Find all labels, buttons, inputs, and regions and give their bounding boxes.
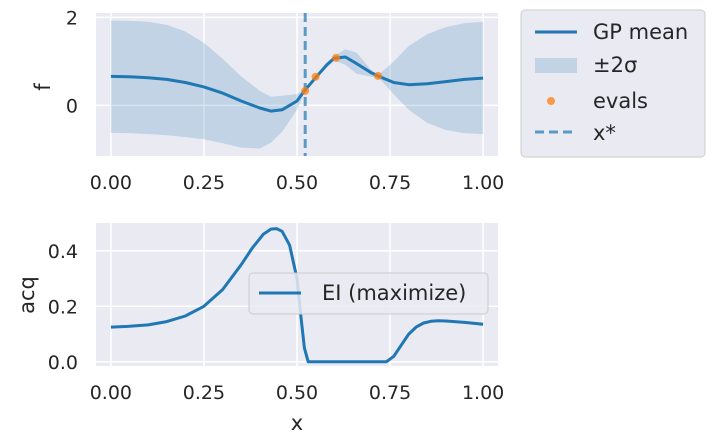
y-tick-label: 0.0 [48, 352, 78, 374]
ei-line [110, 227, 484, 364]
bottom-x-tick-labels: 0.00 0.25 0.50 0.75 1.00 [90, 382, 505, 404]
x-tick-label: 0.25 [183, 382, 225, 404]
y-tick-label: 0 [66, 95, 78, 117]
legend-evals-swatch [547, 97, 555, 105]
bottom-plot-area [110, 227, 484, 364]
eval-point [311, 72, 320, 81]
y-tick-label: 2 [66, 7, 78, 29]
legend-x-star-label: x* [593, 121, 616, 145]
top-x-tick-labels: 0.00 0.25 0.50 0.75 1.00 [90, 172, 505, 194]
x-tick-label: 0.50 [276, 172, 318, 194]
bottom-y-tick-labels: 0.0 0.2 0.4 [48, 241, 78, 374]
x-tick-label: 0.25 [183, 172, 225, 194]
x-tick-label: 0.00 [90, 172, 132, 194]
x-tick-label: 0.50 [276, 382, 318, 404]
legend-evals-label: evals [593, 89, 648, 113]
legend-band-label: ±2σ [593, 53, 637, 77]
x-tick-label: 0.75 [369, 382, 411, 404]
top-y-tick-labels: 02 [66, 7, 78, 117]
legend-ei-label: EI (maximize) [322, 281, 466, 305]
bottom-y-axis-label: acq [15, 276, 39, 314]
x-tick-label: 0.00 [90, 382, 132, 404]
uncertainty-band [110, 20, 484, 149]
bottom-x-axis-label: x [291, 411, 303, 435]
top-grid [96, 13, 498, 156]
gp-mean-line [110, 55, 484, 113]
top-legend: GP mean ±2σ evals x* [520, 9, 706, 158]
top-y-axis-label: f [31, 83, 55, 91]
bottom-panel: 0.00 0.25 0.50 0.75 1.00 0.0 0.2 0.4 acq x [15, 223, 504, 435]
legend-band-swatch [535, 58, 577, 73]
eval-point [374, 71, 383, 80]
legend-gp-mean-label: GP mean [593, 20, 688, 44]
x-tick-label: 1.00 [462, 172, 504, 194]
top-panel: 0.00 0.25 0.50 0.75 1.00 02 f [31, 7, 504, 194]
bottom-legend: EI (maximize) [248, 272, 489, 315]
eval-point [332, 53, 341, 62]
x-tick-label: 0.75 [369, 172, 411, 194]
x-tick-label: 1.00 [462, 382, 504, 404]
y-tick-label: 0.4 [48, 241, 78, 263]
y-tick-label: 0.2 [48, 296, 78, 318]
top-legend-frame [520, 9, 706, 158]
eval-point [301, 86, 310, 95]
top-plot-area [110, 13, 484, 156]
bottom-legend-frame [248, 272, 489, 315]
